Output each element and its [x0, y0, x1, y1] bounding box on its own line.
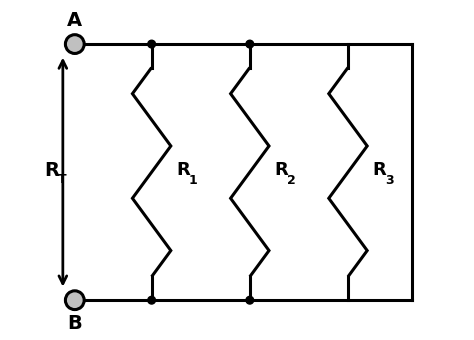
Text: 1: 1 [189, 174, 198, 187]
Text: R: R [44, 160, 59, 180]
Circle shape [246, 296, 254, 304]
Circle shape [65, 35, 84, 53]
Text: 3: 3 [385, 174, 394, 187]
Circle shape [65, 291, 84, 310]
Text: R: R [274, 161, 288, 179]
Circle shape [148, 40, 155, 48]
Text: 2: 2 [287, 174, 296, 187]
Text: R: R [176, 161, 190, 179]
Text: B: B [67, 314, 82, 333]
Circle shape [148, 296, 155, 304]
Text: A: A [67, 12, 82, 30]
Circle shape [246, 40, 254, 48]
Text: R: R [372, 161, 386, 179]
Text: T: T [58, 173, 66, 186]
